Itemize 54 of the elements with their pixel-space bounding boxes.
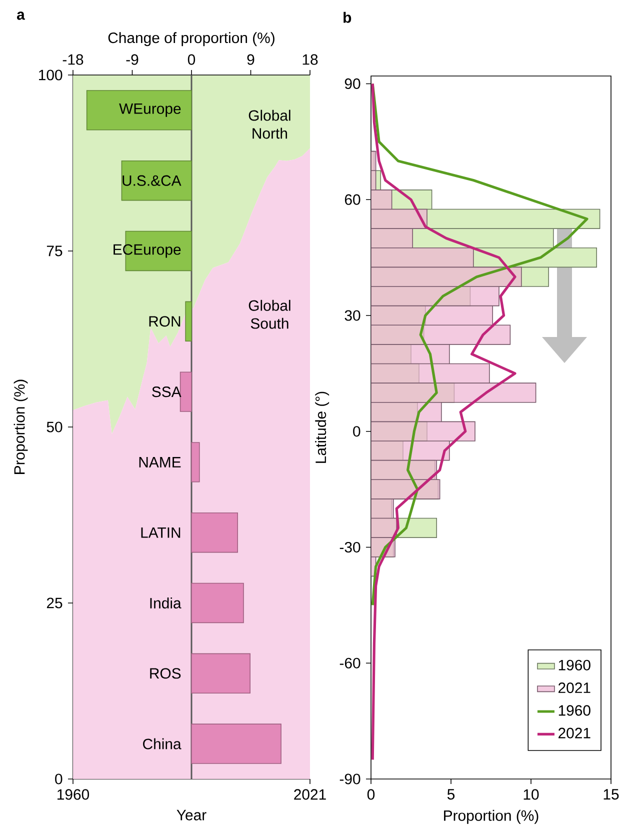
y-tick-label: RON [149, 316, 180, 327]
bar [121, 160, 192, 201]
legend-label: 1960 [558, 705, 590, 716]
y-axis-title: Latitude (°) [314, 392, 329, 463]
y-tick-label: ROS [150, 668, 180, 679]
bar [190, 582, 244, 624]
chart-title: b [343, 12, 351, 23]
x-tick-label: 2021 [294, 789, 326, 800]
y-tick-label: 60 [344, 194, 360, 205]
bar [190, 653, 250, 694]
y-tick-label: 25 [46, 598, 62, 608]
x-tick-label: 10 [524, 789, 539, 800]
x-tick-label: 18 [302, 54, 318, 65]
x-axis-title: Proportion (%) [444, 810, 538, 824]
bar [185, 301, 192, 342]
bar [180, 372, 192, 412]
bar [190, 724, 282, 764]
y-tick-label: SSA [152, 386, 182, 398]
y-tick-label: U.S.&CA [122, 175, 182, 186]
y-tick-label: 0 [352, 426, 360, 437]
y-tick-label: 30 [344, 310, 360, 321]
series-label: Global South [248, 300, 290, 329]
y-tick-label: 0 [54, 774, 62, 784]
bar [190, 512, 238, 553]
y-tick-label: WEurope [118, 104, 180, 117]
x-axis-title: Year [176, 810, 206, 820]
y-tick-label: India [150, 598, 182, 608]
x-tick-label: 0 [188, 54, 195, 65]
y-tick-label: China [142, 738, 182, 750]
bar [86, 90, 192, 130]
y-tick-label: LATIN [141, 527, 180, 538]
x-tick-label: 9 [247, 54, 254, 65]
y-tick-label: NAME [139, 457, 181, 468]
legend-label: 2021 [558, 682, 590, 694]
series-label: Global North [248, 110, 290, 139]
y-tick-label: -60 [340, 658, 360, 668]
x-tick-label: 15 [604, 789, 619, 800]
y-tick-label: 50 [46, 422, 62, 432]
y-axis-title: Proportion (%) [14, 380, 28, 474]
legend-label: 2021 [558, 728, 590, 738]
legend-label: 1960 [558, 660, 590, 670]
chart-title: a [16, 12, 25, 20]
y-tick-label: -90 [340, 774, 360, 784]
x-tick-label: 5 [447, 789, 454, 800]
y-tick-label: 90 [344, 78, 360, 90]
x-axis-title: Change of proportion (%) [108, 32, 274, 46]
x-tick-label: -9 [126, 54, 138, 65]
y-tick-label: -30 [340, 542, 360, 553]
bar [190, 442, 200, 482]
x-tick-label: -18 [62, 54, 83, 65]
x-tick-label: 1960 [57, 789, 89, 800]
x-tick-label: 0 [367, 789, 374, 800]
y-tick-label: 75 [46, 246, 62, 256]
y-tick-label: 100 [38, 70, 62, 80]
